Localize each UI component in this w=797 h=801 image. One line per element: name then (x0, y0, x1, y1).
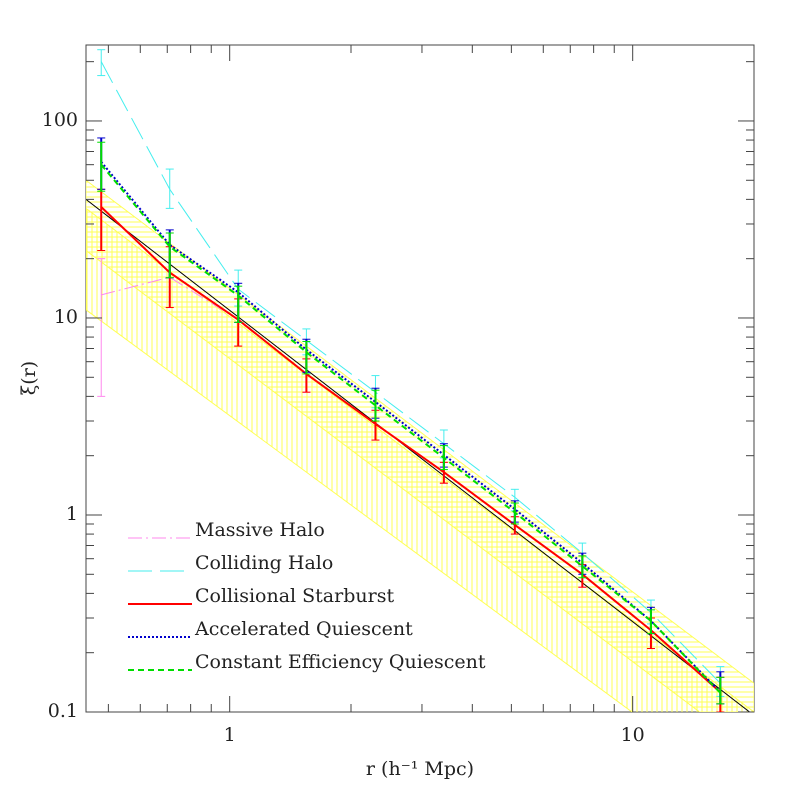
series-line (100, 164, 722, 694)
x-tick-label: 1 (224, 724, 236, 746)
y-tick-label: 0.1 (48, 700, 78, 722)
legend-label: Constant Efficiency Quiescent (195, 651, 486, 673)
y-tick-label: 1 (66, 503, 78, 525)
hatched-band (86, 207, 754, 712)
plot-area (86, 49, 754, 712)
legend-label: Accelerated Quiescent (194, 618, 413, 640)
y-tick-label: 10 (54, 306, 78, 328)
y-axis-label: ξ(r) (18, 361, 40, 395)
reference-line (86, 198, 750, 712)
series-line (100, 161, 722, 693)
series-line (100, 61, 721, 684)
legend-label: Massive Halo (195, 519, 325, 541)
x-tick-label: 10 (621, 724, 645, 746)
legend-label: Colliding Halo (195, 552, 333, 574)
y-tick-label: 100 (42, 109, 78, 131)
x-axis-label: r (h⁻¹ Mpc) (366, 758, 474, 780)
legend-label: Collisional Starburst (195, 585, 394, 607)
series-line (100, 206, 721, 693)
plot-frame (85, 44, 755, 713)
